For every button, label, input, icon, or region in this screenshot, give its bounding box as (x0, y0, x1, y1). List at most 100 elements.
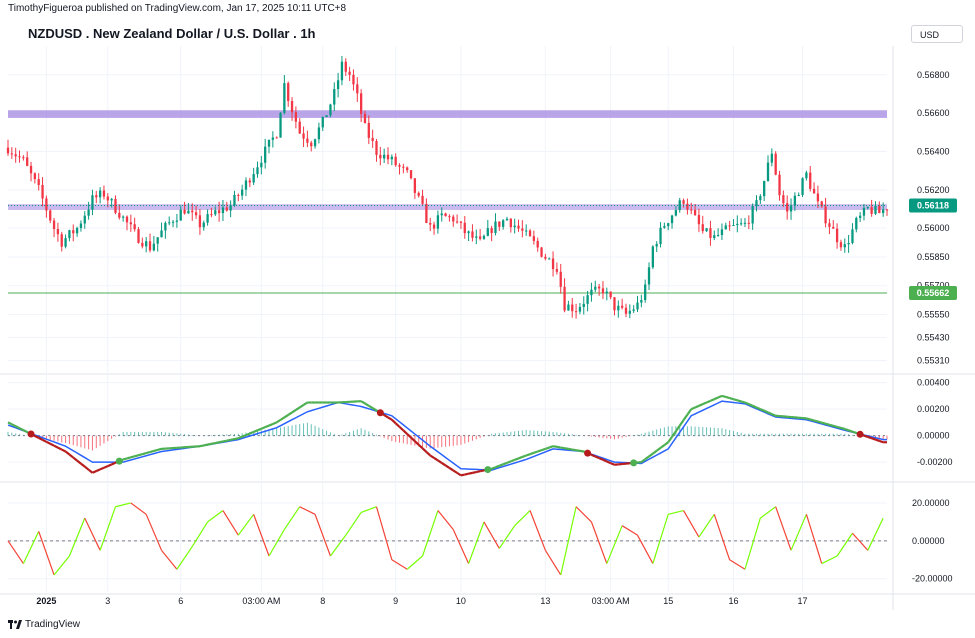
candle-body (26, 157, 29, 166)
candle-body (582, 303, 585, 307)
support-price-label: 0.55662 (917, 288, 950, 298)
candle-body (164, 222, 167, 231)
candle-body (290, 101, 294, 113)
candle-body (110, 198, 113, 201)
candle-body (279, 112, 282, 138)
macd-main-line (460, 473, 466, 477)
macd-main-line (272, 421, 278, 425)
candle-body (383, 154, 386, 159)
candle-body (22, 157, 25, 159)
candle-body (313, 139, 317, 147)
candle-body (33, 173, 37, 180)
last-price-label: 0.56118 (917, 201, 949, 211)
candle-body (747, 222, 750, 224)
candle-body (221, 207, 225, 214)
macd-main-line (126, 456, 132, 460)
macd-main-line (291, 409, 297, 414)
candle-body (79, 223, 83, 229)
macd-main-line (122, 457, 128, 461)
macd-main-line (264, 424, 270, 429)
macd-main-line (45, 440, 51, 445)
time-tick-label: 3 (105, 596, 110, 606)
candle-body (870, 207, 873, 214)
candle-body (536, 240, 539, 248)
candle-body (409, 170, 413, 179)
candle-body (310, 142, 313, 147)
oscillator-line (268, 529, 285, 557)
candle-body (137, 229, 140, 243)
candle-body (133, 224, 136, 230)
candle-body (851, 229, 854, 243)
candle-body (49, 210, 52, 221)
candle-body (866, 207, 869, 209)
macd-main-line (640, 458, 646, 463)
candle-body (882, 209, 885, 214)
macd-main-line (417, 443, 424, 450)
candle-body (325, 115, 328, 118)
oscillator-line (329, 534, 347, 557)
time-tick-label: 03:00 AM (242, 596, 280, 606)
oscillator-line (391, 559, 408, 570)
candle-body (363, 113, 367, 123)
candle-body (774, 153, 777, 175)
macd-main-line (514, 457, 519, 461)
macd-main-line (134, 454, 139, 458)
candle-body (206, 214, 209, 223)
candle-body (194, 212, 198, 216)
publisher-caption: TimothyFigueroa published on TradingView… (8, 3, 347, 14)
macd-main-line (852, 430, 857, 435)
candle-body (448, 216, 451, 218)
candle-body (225, 207, 228, 211)
candle-body (513, 225, 516, 228)
macd-main-line (68, 453, 74, 459)
candle-body (64, 238, 67, 247)
candle-body (302, 133, 305, 139)
macd-main-line (276, 418, 282, 424)
macd-main-line (545, 446, 550, 450)
candle-body (256, 167, 259, 175)
macd-main-line (149, 449, 155, 454)
candle-body (359, 93, 363, 114)
candle-body (41, 184, 44, 199)
oscillator-line (99, 506, 117, 551)
candle-body (521, 228, 524, 231)
candle-body (567, 304, 570, 311)
symbol-title: NZDUSD . New Zealand Dollar / U.S. Dolla… (28, 26, 316, 41)
oscillator-tick-label: 0.00000 (912, 536, 945, 546)
macd-main-line (84, 465, 90, 471)
oscillator-line (176, 546, 193, 570)
currency-button[interactable]: USD (911, 25, 963, 43)
candle-body (486, 228, 489, 236)
candle-body (640, 300, 643, 303)
macd-main-line (11, 423, 17, 428)
candle-body (152, 243, 156, 251)
macd-main-line (218, 440, 224, 444)
candle-body (713, 235, 716, 239)
macd-main-line (222, 439, 228, 443)
candle-body (878, 205, 881, 214)
time-tick-label: 15 (663, 596, 673, 606)
oscillator-line (130, 502, 147, 515)
candle-body (287, 83, 290, 102)
macd-main-line (468, 471, 473, 475)
candle-body (95, 195, 98, 198)
oscillator-line (744, 517, 761, 570)
candle-body (805, 172, 808, 179)
candle-body (398, 165, 401, 167)
footer-brand[interactable]: TradingView (8, 618, 80, 630)
candle-body (191, 210, 194, 213)
macd-main-line (591, 453, 596, 458)
price-tick-label: 0.55700 (917, 281, 950, 291)
candle-body (720, 229, 724, 235)
candle-body (217, 210, 221, 214)
candle-body (102, 190, 106, 197)
macd-main-line (644, 455, 650, 461)
candle-body (494, 221, 497, 234)
candle-body (10, 153, 13, 155)
macd-cross-dot (630, 459, 638, 467)
candle-body (655, 244, 658, 247)
candle-body (624, 307, 628, 314)
macd-main-line (652, 449, 658, 455)
macd-main-line (7, 421, 13, 426)
